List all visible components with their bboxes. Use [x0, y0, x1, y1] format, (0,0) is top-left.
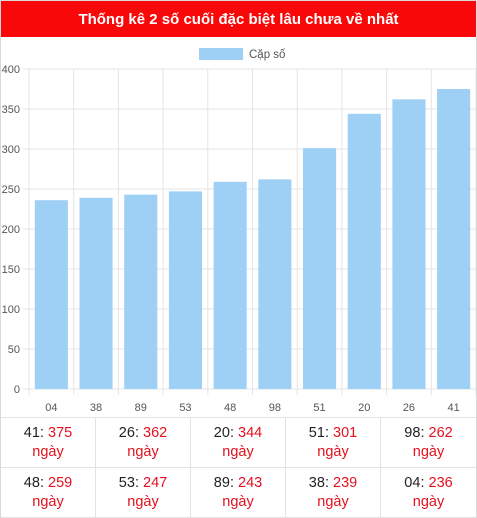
- y-tick-label: 300: [2, 144, 20, 156]
- x-tick-label: 51: [313, 402, 325, 414]
- stat-cell: 48: 259 ngày: [1, 468, 96, 518]
- y-tick-label: 50: [8, 344, 20, 356]
- y-tick-label: 350: [2, 104, 20, 116]
- bar-26: [392, 99, 426, 390]
- bar-98: [258, 179, 292, 389]
- y-tick-label: 100: [2, 304, 20, 316]
- stat-cell: 89: 243 ngày: [191, 468, 286, 518]
- stat-cell: 98: 262 ngày: [381, 418, 476, 468]
- bar-51: [303, 148, 337, 389]
- y-tick-label: 0: [14, 384, 20, 396]
- legend-swatch: [199, 48, 243, 60]
- stat-cell: 41: 375 ngày: [1, 418, 96, 468]
- stat-cell: 04: 236 ngày: [381, 468, 476, 518]
- y-tick-label: 400: [2, 64, 20, 76]
- bar-04: [34, 200, 68, 389]
- days-count: 236: [428, 475, 453, 491]
- days-count: 239: [333, 475, 358, 491]
- days-unit: ngày: [32, 444, 64, 460]
- days-unit: ngày: [127, 494, 159, 510]
- bar-20: [347, 113, 381, 390]
- stat-cell: 38: 239 ngày: [286, 468, 381, 518]
- days-count: 375: [48, 425, 73, 441]
- pair-number: 51: [308, 425, 325, 441]
- days-count: 344: [238, 425, 263, 441]
- panel-title: Thống kê 2 số cuối đặc biệt lâu chưa về …: [1, 1, 476, 37]
- days-count: 259: [48, 475, 73, 491]
- x-tick-label: 26: [403, 402, 415, 414]
- y-tick-label: 200: [2, 224, 20, 236]
- x-tick-label: 98: [269, 402, 281, 414]
- days-unit: ngày: [412, 494, 445, 510]
- days-unit: ngày: [222, 444, 254, 460]
- days-unit: ngày: [127, 444, 159, 460]
- pair-number: 20: [213, 425, 230, 441]
- stat-cell: 51: 301 ngày: [286, 418, 381, 468]
- bar-41: [437, 89, 471, 389]
- days-unit: ngày: [317, 494, 349, 510]
- x-tick-label: 04: [45, 402, 57, 414]
- days-unit: ngày: [317, 444, 349, 460]
- pair-number: 53: [118, 475, 135, 491]
- stat-cell: 26: 362 ngày: [96, 418, 191, 468]
- days-count: 262: [428, 425, 453, 441]
- bar-48: [213, 181, 247, 389]
- y-tick-label: 250: [2, 184, 20, 196]
- days-unit: ngày: [412, 444, 445, 460]
- days-count: 243: [238, 475, 263, 491]
- pair-number: 41: [23, 425, 40, 441]
- pair-number: 38: [308, 475, 325, 491]
- chart-svg: 0 50 100 150 200 250 300 350 400 04 38 89 53 48 98 51 20…: [2, 48, 476, 414]
- x-tick-label: 38: [90, 402, 102, 414]
- pair-number: 98: [404, 425, 421, 441]
- pair-number: 04: [404, 475, 421, 491]
- stats-grid: 41: 375 ngày 26: 362 ngày 20: 344 ngày 51: …: [1, 417, 476, 518]
- days-count: 301: [333, 425, 358, 441]
- bar-53: [168, 191, 202, 389]
- x-tick-label: 89: [135, 402, 147, 414]
- pair-number: 48: [23, 475, 40, 491]
- x-tick-label: 41: [448, 402, 460, 414]
- legend-label: Cặp số: [249, 49, 286, 61]
- days-count: 362: [143, 425, 168, 441]
- pair-number: 89: [213, 475, 230, 491]
- days-unit: ngày: [222, 494, 254, 510]
- stat-cell: 20: 344 ngày: [191, 418, 286, 468]
- bar-89: [124, 194, 158, 389]
- x-tick-label: 20: [358, 402, 370, 414]
- bar-chart: 0 50 100 150 200 250 300 350 400 04 38 89 53 48 98 51 20…: [1, 37, 476, 417]
- bar-38: [79, 197, 113, 389]
- x-tick-label: 53: [179, 402, 191, 414]
- days-count: 247: [143, 475, 168, 491]
- days-unit: ngày: [32, 494, 64, 510]
- pair-number: 26: [118, 425, 135, 441]
- y-tick-label: 150: [2, 264, 20, 276]
- stat-cell: 53: 247 ngày: [96, 468, 191, 518]
- x-tick-label: 48: [224, 402, 236, 414]
